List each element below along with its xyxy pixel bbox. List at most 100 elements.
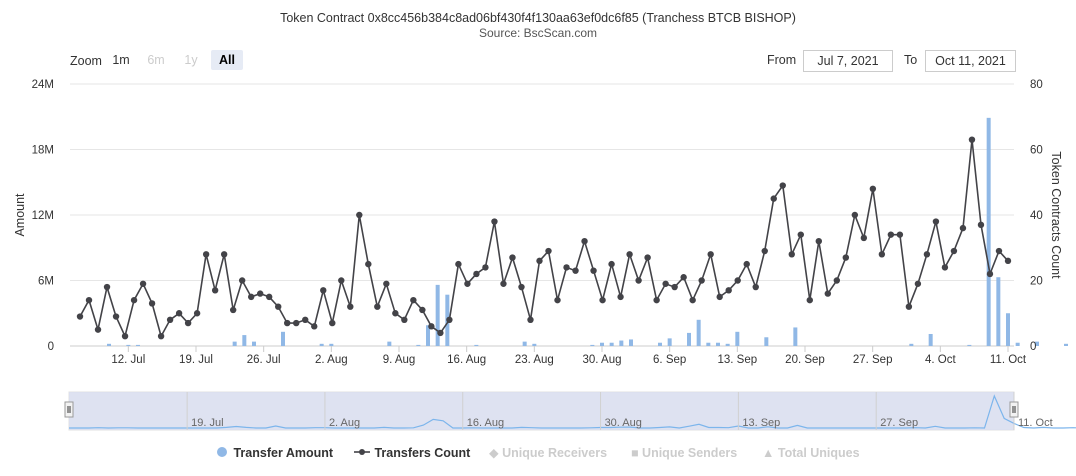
grid-lines [70,83,1014,347]
transfers-count-point [293,319,300,327]
transfers-count-point [671,283,678,291]
legend-item-unique-receivers[interactable]: ◆ Unique Receivers [489,444,607,462]
transfer-amount-bar [242,335,247,346]
transfers-count-point [563,264,570,271]
transfers-count-point [572,267,579,274]
zoom-label: Zoom [70,54,102,68]
transfers-count-point [554,296,561,304]
navigator-tick-label: 16. Aug [467,417,504,429]
x-tick-label: 4. Oct [925,354,956,366]
transfers-count-point [689,296,696,304]
range-from-label: From [767,53,797,67]
transfer-amount-bar [1015,342,1020,346]
navigator-right-handle[interactable] [1009,401,1019,418]
navigator-tick-label: 30. Aug [605,417,642,429]
transfers-count-points[interactable] [76,136,1012,340]
transfers-count-point [148,300,156,307]
triangle-icon: ▲ [762,446,775,460]
transfers-count-point [851,211,859,219]
transfers-count-point [905,303,913,310]
transfer-amount-bar [716,342,720,346]
transfers-count-point [229,306,237,314]
transfer-amount-bar [600,342,604,346]
navigator-left-handle[interactable] [64,401,74,418]
zoom-6m-button[interactable]: 6m [147,53,165,67]
transfers-count-point [617,293,624,301]
transfers-count-point [202,251,210,258]
transfers-count-point [815,238,822,245]
transfers-count-point [220,251,228,258]
navigator-tick-label: 13. Sep [742,417,780,429]
transfers-count-point [256,290,264,297]
navigator-x-ticks: 19. Jul 2. Aug 16. Aug 30. Aug 13. Sep 27. Se… [186,392,1053,430]
legend-label-unique-senders: Unique Senders [642,446,738,460]
range-from-input[interactable]: Jul 7, 2021 [803,50,893,72]
transfers-count-point [878,251,886,258]
square-icon: ■ [631,446,639,460]
transfers-count-point [860,234,868,242]
transfer-amount-bar [532,343,537,346]
zoom-1y-button[interactable]: 1y [184,53,198,67]
transfers-count-point [284,319,291,327]
transfers-count-point [139,280,147,287]
transfers-count-point [121,332,129,340]
x-tick-label: 11. Oct [990,354,1027,366]
transfers-count-point [743,260,750,268]
x-tick-label: 12. Jul [111,354,145,366]
transfers-count-line[interactable] [79,139,1009,339]
transfer-amount-bar [967,344,972,346]
legend-item-transfer-amount[interactable]: Transfer Amount [216,444,333,462]
transfers-count-point [157,332,165,340]
transfer-amount-bar [252,341,256,346]
zoom-all-button[interactable]: All [211,50,243,70]
range-to-input[interactable]: Oct 11, 2021 [925,50,1016,72]
transfers-count-point [266,293,273,301]
transfer-amount-bar [522,341,527,346]
transfer-amount-bar [1035,341,1039,346]
legend-item-total-uniques[interactable]: ▲ Total Uniques [762,444,860,462]
right-axis-ticks: 0 20 40 60 80 [1030,79,1043,353]
transfer-amount-bar [1064,343,1068,346]
navigator-tick-label: 11. Oct [1018,417,1053,429]
legend-label-unique-receivers: Unique Receivers [502,446,608,460]
transfers-count-point [536,257,543,265]
right-tick-label: 40 [1030,210,1043,222]
transfer-amount-bar [126,344,131,346]
transfer-amount-bar [426,325,430,346]
legend-dot-transfers-count [359,449,365,455]
transfer-amount-bars[interactable] [107,117,1076,346]
transfer-amount-bar [329,343,334,346]
transfers-count-point [166,316,174,323]
transfer-amount-bar [136,344,140,346]
transfers-count-point [806,296,813,304]
x-tick-label: 30. Aug [582,354,621,366]
navigator[interactable]: 19. Jul 2. Aug 16. Aug 30. Aug 13. Sep 27. Se… [64,391,1076,431]
transfers-count-point [482,264,489,271]
transfer-amount-bar [725,343,730,346]
transfer-amount-bar [735,331,740,346]
transfers-count-point [779,182,786,189]
transfers-count-point [329,319,336,327]
left-axis-title: Amount [13,193,27,237]
legend-item-unique-senders[interactable]: ■ Unique Senders [631,444,737,462]
transfers-count-point [680,274,687,281]
transfers-count-point [238,277,246,284]
transfers-count-point [590,267,597,274]
transfers-count-point [365,260,372,268]
x-tick-label: 16. Aug [447,354,486,366]
legend-item-transfers-count[interactable]: Transfers Count [353,444,470,462]
zoom-1m-button[interactable]: 1m [112,53,130,67]
transfers-count-point [986,270,994,278]
transfer-amount-bar [658,342,662,346]
transfers-count-point [599,296,606,304]
left-tick-label: 18M [32,145,54,157]
navigator-tick-label: 27. Sep [880,417,918,429]
x-tick-label: 6. Sep [653,354,686,366]
transfer-amount-bar [986,117,991,346]
transfers-count-point [446,316,453,323]
transfers-count-point [770,195,777,202]
transfers-count-point [275,303,282,310]
transfers-count-point [347,303,354,310]
transfers-count-point [644,254,651,261]
